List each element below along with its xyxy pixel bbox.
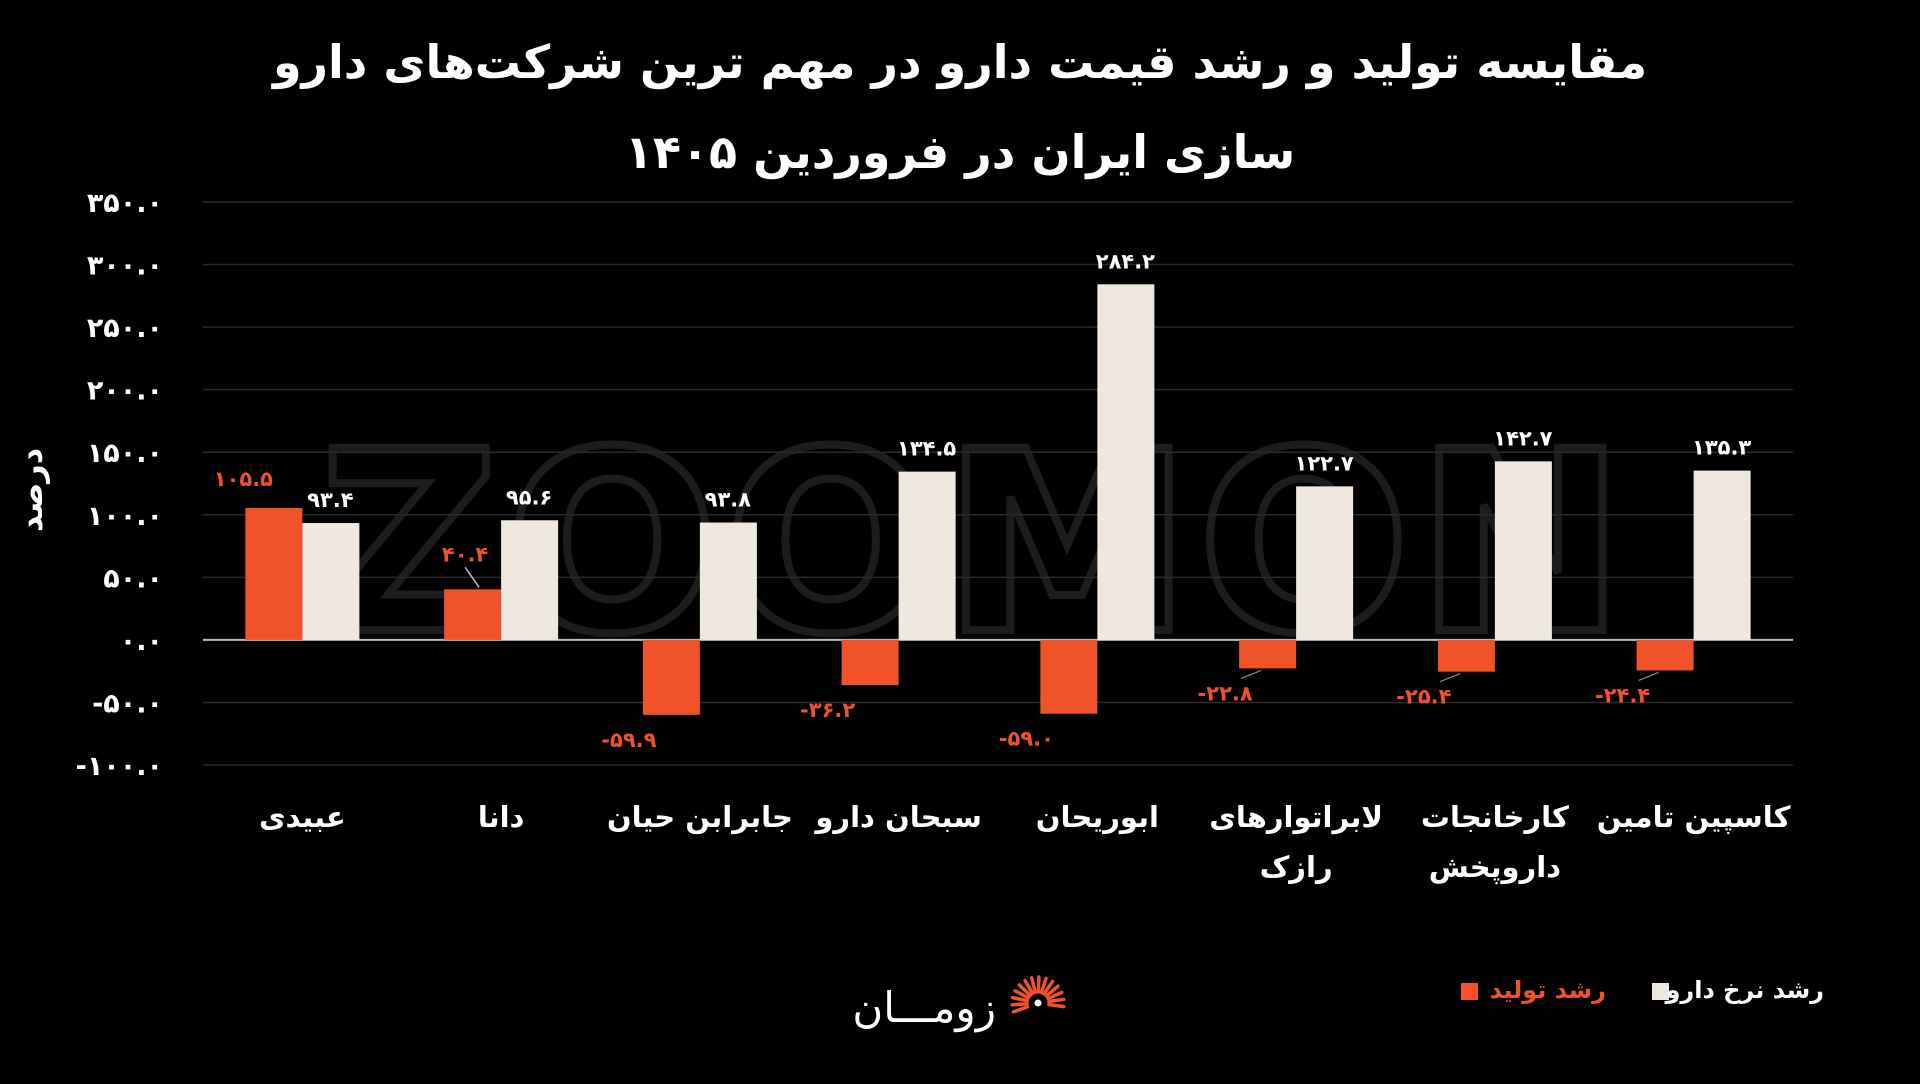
bar-price: [1296, 486, 1354, 640]
data-label-production: ۴۰.۴: [442, 542, 489, 566]
logo-ray: [1042, 979, 1055, 996]
data-label-price: ۱۴۲.۷: [1493, 426, 1552, 450]
logo-ray: [1013, 989, 1031, 1000]
logo-ray: [1039, 976, 1048, 995]
y-tick-label: ۰.۰: [120, 626, 163, 657]
y-tick-label: -۱۰۰.۰: [76, 751, 163, 782]
x-tick-label: داروپخش: [1429, 850, 1561, 885]
x-tick-label: ابوریحان: [1036, 800, 1159, 834]
bar-price: [302, 523, 360, 640]
data-label-price: ۹۳.۴: [307, 488, 354, 512]
bar-production: [245, 507, 303, 640]
data-label-production: -۲۵.۴: [1396, 685, 1451, 709]
sunburst-logo-icon: [1010, 975, 1066, 1014]
data-label-production: ۱۰۵.۵: [214, 467, 273, 491]
data-label-leader: [1439, 673, 1461, 683]
chart-title-line1: مقایسه تولید و رشد قیمت دارو در مهم ترین…: [271, 35, 1647, 89]
x-tick-label: کاسپین تامین: [1597, 800, 1791, 835]
data-label-production: -۵۹.۹: [601, 728, 656, 752]
bar-price: [699, 522, 757, 640]
data-label-price: ۲۸۴.۲: [1096, 249, 1155, 273]
bars-layer: ۱۰۵.۵ ۹۳.۴ عبیدی ۴۰.۴ ۹۵.۶ دانا -۵۹.۹ ۹۳.۸ جابرا…: [214, 249, 1791, 885]
logo-ray: [1029, 976, 1038, 995]
logo-ray: [1010, 995, 1029, 1003]
bar-price: [501, 520, 559, 640]
y-tick-label: ۲۰۰.۰: [87, 376, 163, 407]
data-label-price: ۹۵.۶: [506, 485, 552, 509]
bar-price: [1097, 284, 1155, 640]
y-tick-label: ۳۰۰.۰: [87, 251, 163, 282]
logo-ray: [1046, 990, 1064, 1001]
logo-ray: [1044, 984, 1060, 998]
y-tick-label: ۲۵۰.۰: [87, 313, 163, 344]
data-label-production: -۳۶.۲: [800, 698, 855, 722]
y-tick-label: ۱۰۰.۰: [87, 501, 163, 532]
data-label-leader: [1240, 669, 1262, 679]
logo-ray: [1017, 983, 1032, 998]
x-tick-label: جابرابن حیان: [607, 800, 793, 834]
logo-center: [1034, 999, 1042, 1007]
bar-production: [1040, 639, 1098, 714]
bar-production: [444, 589, 502, 640]
data-label-price: ۱۳۴.۵: [897, 437, 956, 461]
bar-price: [1693, 470, 1751, 640]
brand-logo: زومـــان: [852, 975, 1066, 1032]
logo-ray: [1010, 1002, 1029, 1007]
data-label-leader: [464, 566, 480, 588]
x-tick-label: لابراتوارهای: [1209, 800, 1383, 834]
y-tick-label: -۵۰.۰: [92, 688, 163, 719]
data-label-production: -۵۹.۰: [999, 727, 1054, 751]
legend-label-production: رشد تولید: [1490, 976, 1606, 1004]
data-label-production: -۲۲.۸: [1198, 681, 1253, 705]
bar-production: [1437, 639, 1495, 672]
chart-title-line2: سازی ایران در فروردین ۱۴۰۵: [625, 125, 1295, 179]
data-label-leader: [1638, 671, 1659, 681]
grid-layer: -۱۰۰.۰ -۵۰.۰ ۰.۰ ۵۰.۰ ۱۰۰.۰ ۱۵۰.۰ ۲۰۰.۰ ۲۵۰.۰ ۳۰…: [76, 188, 1793, 782]
bar-production: [1636, 639, 1694, 671]
bar-production: [1239, 639, 1297, 669]
y-tick-label: ۱۵۰.۰: [87, 438, 163, 469]
y-tick-label: ۳۵۰.۰: [87, 188, 163, 219]
x-tick-label: دانا: [478, 800, 525, 834]
bar-production: [642, 639, 700, 715]
data-label-price: ۱۲۲.۷: [1295, 451, 1354, 475]
bar-production: [841, 639, 899, 686]
data-label-price: ۹۳.۸: [705, 488, 752, 512]
x-tick-label: عبیدی: [259, 800, 346, 834]
legend-swatch-production: [1461, 983, 1478, 1000]
legend: رشد نرخ دارو رشد تولید: [1461, 976, 1824, 1004]
bar-price: [898, 471, 956, 640]
x-tick-label: سبحان دارو: [813, 800, 982, 834]
logo-ray: [1047, 997, 1066, 1004]
x-tick-label: کارخانجات: [1421, 800, 1569, 834]
logo-ray: [1036, 975, 1041, 994]
y-axis-label: درصد: [12, 448, 50, 532]
bar-price: [1494, 461, 1552, 640]
data-label-price: ۱۳۵.۳: [1692, 436, 1751, 460]
logo-ray: [1023, 978, 1035, 996]
data-label-production: -۲۴.۴: [1595, 683, 1650, 707]
logo-ray: [1047, 1002, 1066, 1009]
brand-name: زومـــان: [852, 983, 996, 1032]
x-tick-label: رازک: [1260, 850, 1333, 884]
y-tick-label: ۵۰.۰: [103, 563, 163, 594]
legend-swatch-price: [1652, 983, 1669, 1000]
legend-label-price: رشد نرخ دارو: [1664, 976, 1824, 1004]
logo-ray: [1011, 1005, 1030, 1014]
